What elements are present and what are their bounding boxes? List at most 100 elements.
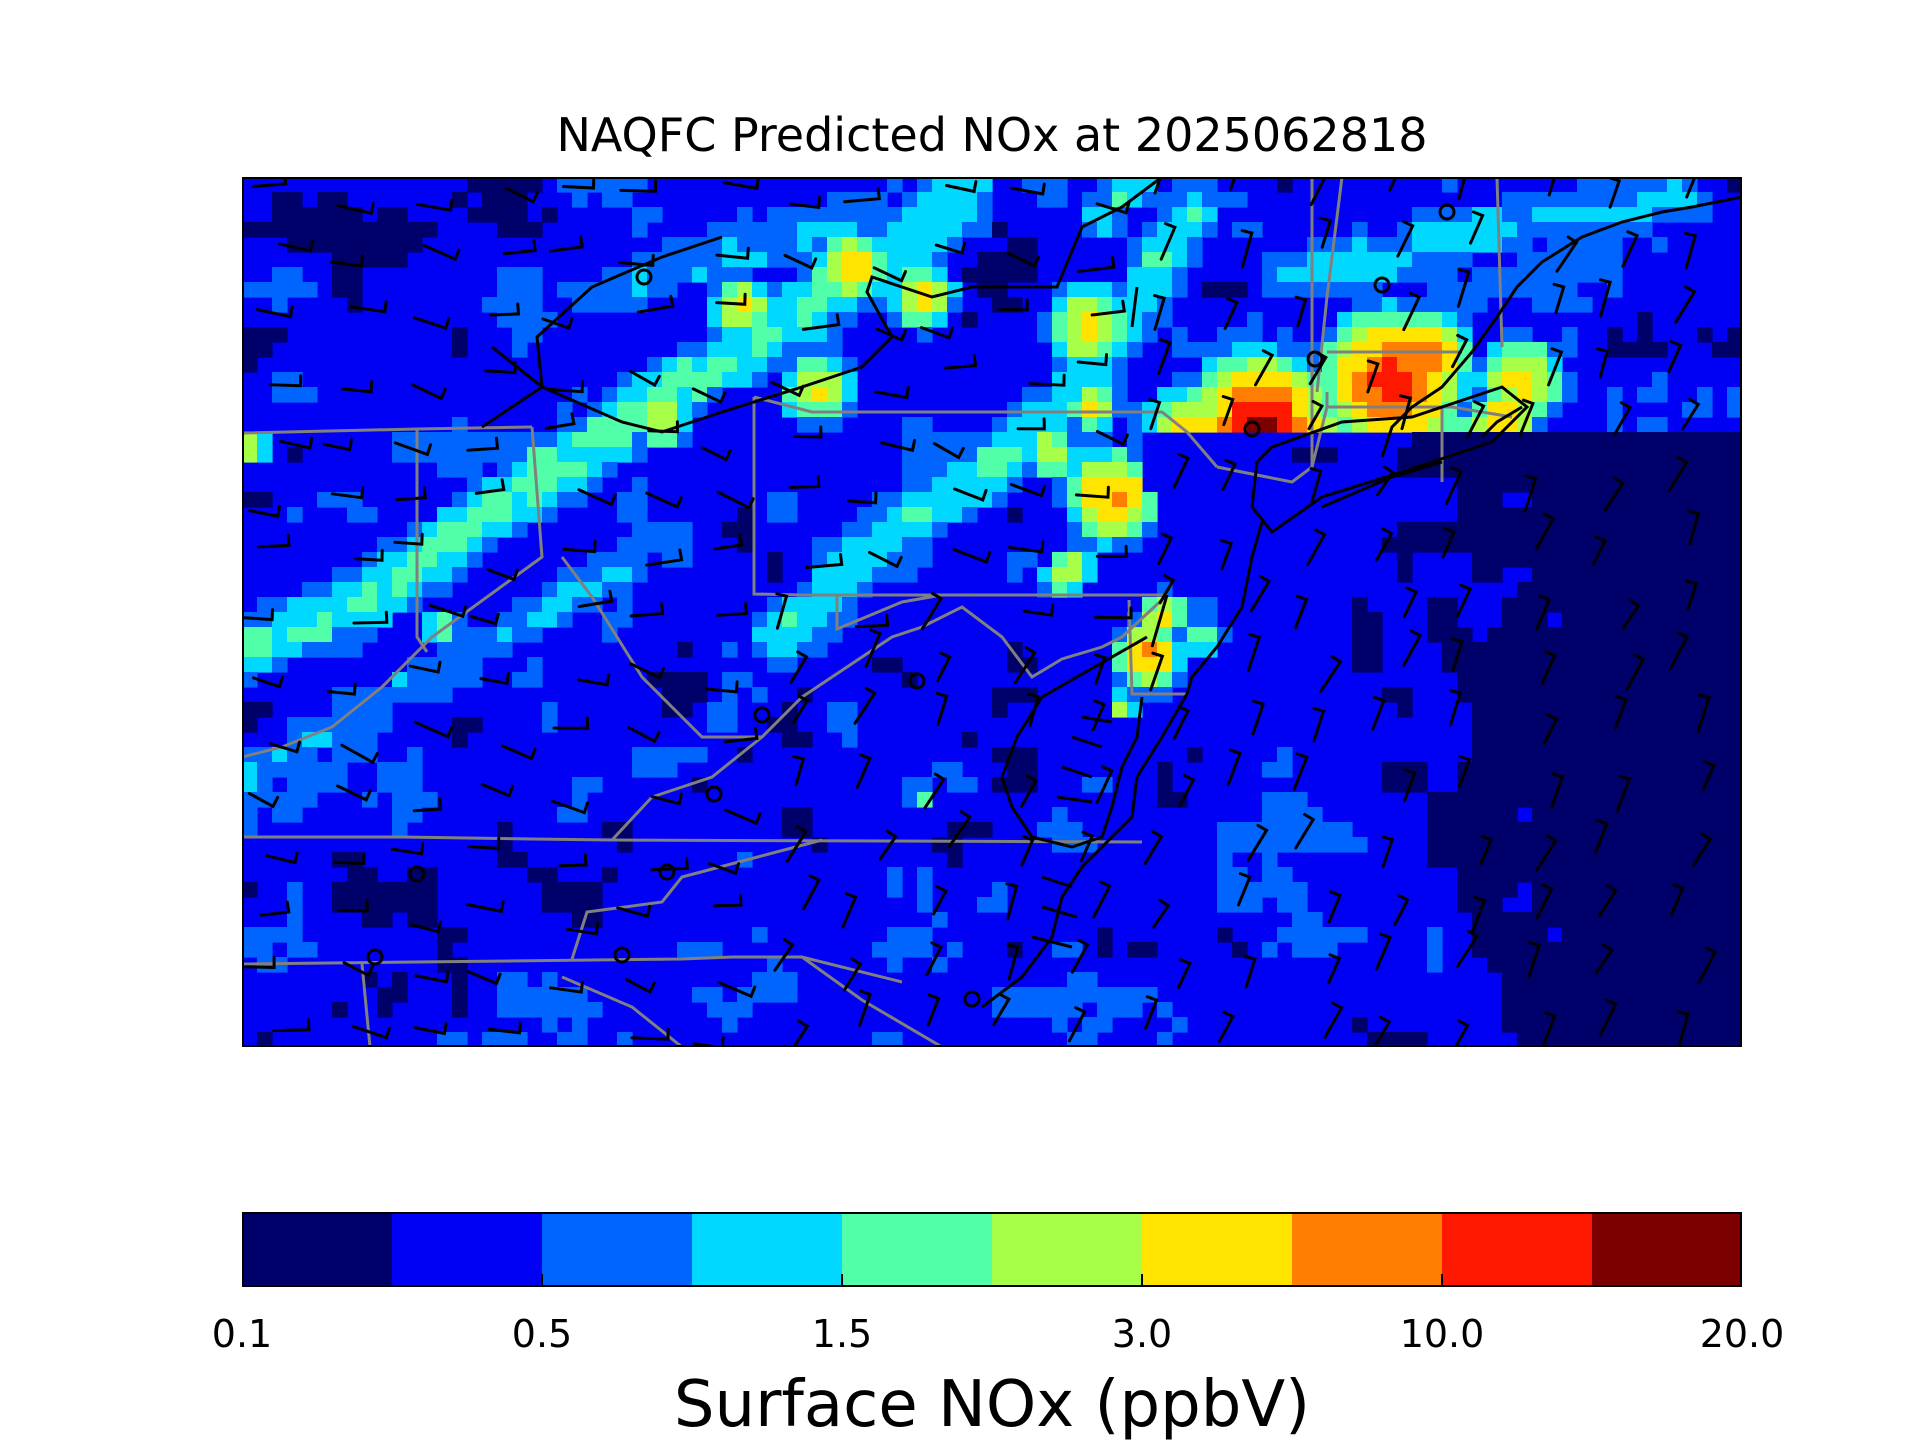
colorbar	[242, 1212, 1742, 1287]
state-border	[610, 735, 763, 842]
wind-barb	[257, 533, 291, 549]
wind-barb	[629, 602, 665, 618]
wind-barb	[1667, 456, 1689, 492]
wind-barb	[1402, 291, 1422, 332]
wind-barb	[1006, 251, 1041, 269]
wind-barb	[1221, 458, 1238, 491]
wind-barb	[1152, 898, 1171, 929]
state-border	[242, 835, 1143, 844]
wind-barb	[484, 361, 517, 375]
wind-barb	[878, 829, 898, 861]
wind-barb	[715, 246, 750, 260]
wind-barb	[843, 187, 882, 204]
wind-barb	[413, 720, 454, 739]
map-title: NAQFC Predicted NOx at 2025062818	[556, 108, 1428, 162]
wind-barb	[1402, 629, 1423, 667]
wind-barb	[1229, 177, 1237, 191]
wind-barb	[998, 298, 1029, 312]
wind-barb	[322, 438, 353, 452]
wind-barb	[390, 842, 425, 856]
wind-barb	[1095, 430, 1129, 447]
wind-barb	[932, 885, 948, 916]
wind-barb	[1456, 583, 1473, 618]
wind-barb	[474, 478, 506, 495]
wind-barb	[1676, 1010, 1690, 1047]
calm-wind-marker	[963, 990, 981, 1008]
wind-barb	[1596, 347, 1610, 379]
wind-barb	[469, 612, 500, 626]
wind-barb	[1674, 285, 1697, 324]
wind-barb	[243, 956, 276, 970]
wind-barb	[713, 893, 743, 908]
colorbar-tick-label: 20.0	[1699, 1312, 1785, 1356]
wind-barb	[1371, 695, 1386, 731]
wind-barb	[340, 743, 379, 765]
wind-barb	[1621, 230, 1640, 268]
wind-barb	[872, 266, 907, 283]
wind-barb	[1076, 353, 1108, 367]
state-border	[1315, 177, 1344, 393]
calm-wind-marker	[705, 785, 723, 803]
wind-barb	[1013, 646, 1037, 685]
wind-barb	[920, 591, 944, 631]
wind-barb	[1388, 177, 1398, 192]
wind-barb	[465, 900, 505, 914]
wind-barb	[722, 177, 760, 191]
wind-barb	[723, 727, 759, 744]
wind-barb	[577, 589, 614, 608]
wind-barb	[713, 533, 744, 551]
coastline-segment	[1031, 875, 1078, 949]
wind-barb	[1393, 894, 1410, 927]
wind-barb	[1022, 603, 1055, 617]
map-area[interactable]	[242, 177, 1742, 1047]
coastline-segment	[1000, 635, 1148, 849]
wind-barb	[716, 602, 749, 617]
wind-barb	[489, 302, 521, 317]
wind-barb	[504, 186, 539, 204]
wind-barb	[715, 292, 747, 306]
wind-barb	[874, 386, 910, 400]
calm-wind-marker	[1243, 420, 1261, 438]
wind-barb	[1684, 231, 1698, 270]
wind-barb	[1309, 467, 1323, 504]
coastline-segment	[1380, 195, 1742, 458]
colorbar-swatch	[692, 1212, 843, 1287]
wind-barb	[842, 957, 863, 992]
wind-barb	[1148, 398, 1162, 431]
wind-barb	[467, 836, 501, 850]
wind-barbs	[243, 177, 1718, 1047]
wind-barb	[279, 436, 314, 450]
wind-barb	[789, 195, 822, 210]
wind-barb	[932, 442, 965, 460]
wind-barb	[934, 241, 967, 255]
wind-barb	[1172, 705, 1190, 740]
wind-barb	[330, 254, 364, 268]
wind-barb	[1535, 834, 1558, 872]
wind-barb	[770, 380, 805, 398]
state-border	[835, 593, 943, 632]
wind-barb	[1667, 340, 1683, 374]
wind-barb	[1294, 295, 1308, 328]
wind-barb	[629, 369, 661, 388]
wind-barb	[935, 691, 949, 726]
calm-wind-marker	[908, 672, 926, 690]
wind-barb	[858, 989, 873, 1027]
wind-barb	[549, 980, 584, 994]
wind-barb	[1552, 282, 1566, 315]
wind-barb	[792, 1019, 810, 1047]
colorbar-tick-label: 1.5	[811, 1312, 873, 1356]
wind-barb	[248, 504, 281, 518]
wind-barb	[1372, 1015, 1392, 1047]
wind-barb	[943, 354, 978, 370]
calm-wind-marker	[613, 946, 631, 964]
wind-barb	[854, 613, 890, 629]
wind-barb	[1685, 177, 1697, 199]
wind-barb	[1701, 760, 1716, 791]
wind-barb	[705, 680, 739, 694]
wind-barb	[412, 797, 443, 813]
wind-barb	[1621, 598, 1641, 630]
wind-barb	[1177, 958, 1192, 990]
wind-barb	[624, 978, 656, 994]
wind-barb	[792, 754, 806, 787]
wind-barb	[1153, 294, 1167, 331]
